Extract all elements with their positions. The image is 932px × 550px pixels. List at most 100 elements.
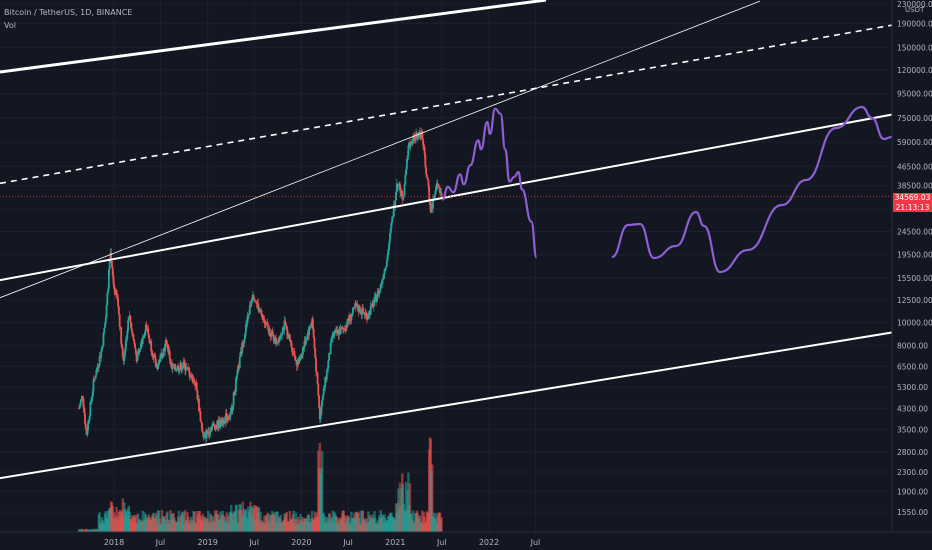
candle-body [89, 401, 92, 416]
candle-body [95, 369, 98, 376]
candle-body [288, 334, 291, 341]
candle-body [310, 323, 313, 327]
candle-body [421, 131, 424, 140]
candle-body [253, 298, 256, 302]
candle-body [406, 155, 409, 159]
candle-body [191, 375, 194, 383]
candle-body [375, 297, 378, 302]
candle-body [280, 335, 283, 336]
candle-body [275, 337, 277, 345]
candle-body [387, 250, 390, 255]
candle-body [212, 423, 215, 425]
price-tick-label: 12500.00 [897, 296, 932, 305]
candle-body [386, 254, 389, 261]
candle-body [118, 314, 121, 327]
price-tick-label: 1900.00 [897, 487, 928, 496]
candle-body [261, 314, 264, 317]
price-tick-label: 6500.00 [897, 362, 928, 371]
candle-body [301, 354, 304, 356]
candle-body [104, 323, 106, 329]
candle-body [324, 376, 327, 388]
candle-body [440, 192, 443, 198]
candle-body [312, 329, 315, 338]
candle-body [379, 289, 381, 291]
candle-body [395, 191, 397, 201]
candle-body [263, 319, 266, 323]
candle-body [414, 139, 417, 141]
candle-body [133, 339, 136, 344]
candle-body [302, 347, 304, 355]
candle-body [152, 353, 155, 358]
time-tick-label: 2019 [198, 538, 218, 547]
price-tick-label: 120000.00 [897, 66, 932, 75]
price-tick-label: 1550.00 [897, 508, 928, 517]
candle-body [121, 347, 124, 357]
candle-body [437, 184, 440, 188]
candle-body [327, 360, 330, 369]
candle-body [91, 391, 94, 397]
candle-body [138, 348, 141, 353]
time-tick-label: 2020 [291, 538, 311, 547]
volume-bar [135, 514, 138, 532]
candle-body [195, 382, 198, 390]
candle-body [123, 356, 126, 361]
candle-body [402, 195, 404, 199]
volume-bar [408, 483, 412, 532]
candle-body [174, 364, 176, 370]
price-tick-label: 2300.00 [897, 468, 928, 477]
candle-body [181, 366, 184, 369]
candle-body [305, 340, 307, 345]
candle-body [125, 338, 128, 341]
candle-body [137, 353, 140, 356]
candle-body [208, 432, 211, 435]
candle-body [77, 408, 80, 410]
candle-body [436, 183, 439, 185]
candle-body [245, 323, 248, 325]
candle-body [325, 370, 328, 380]
candle-body [101, 347, 103, 351]
currency-label: USDT [905, 6, 925, 14]
candle-body [124, 340, 127, 350]
candle-body [120, 327, 123, 344]
candle-body [281, 327, 284, 334]
candle-body [79, 402, 82, 407]
candle-body [347, 318, 350, 322]
candle-body [198, 399, 200, 411]
candle-body [178, 370, 180, 372]
price-tick-label: 10000.00 [897, 319, 932, 328]
candle-body [429, 201, 431, 205]
candle-body [236, 369, 239, 376]
candle-body [435, 183, 438, 187]
candle-body [315, 358, 317, 372]
candle-body [294, 355, 297, 361]
candle-body [228, 416, 231, 419]
candle-body [112, 275, 115, 285]
candle-body [423, 146, 426, 155]
candle-body [193, 379, 196, 383]
candle-body [201, 431, 204, 434]
candle-body [184, 363, 186, 371]
volume-bar [359, 510, 362, 532]
candle-body [271, 331, 274, 335]
candle-body [84, 413, 86, 425]
candle-body [168, 350, 171, 360]
volume-bar [182, 511, 185, 532]
candle-body [348, 320, 351, 322]
candle-body [403, 184, 406, 196]
candle-body [97, 365, 100, 368]
candle-body [87, 421, 89, 431]
candle-body [328, 353, 330, 361]
candle-body [119, 326, 122, 328]
volume-bar [404, 481, 408, 532]
candle-body [331, 337, 334, 339]
candle-body [161, 353, 163, 358]
candle-body [326, 368, 329, 371]
time-tick-label: Jul [342, 538, 353, 547]
time-tick-label: 2018 [104, 538, 124, 547]
volume-bar [98, 512, 101, 532]
candle-body [425, 174, 428, 178]
candle-body [299, 358, 302, 360]
candle-body [405, 169, 407, 175]
candle-body [404, 174, 407, 185]
